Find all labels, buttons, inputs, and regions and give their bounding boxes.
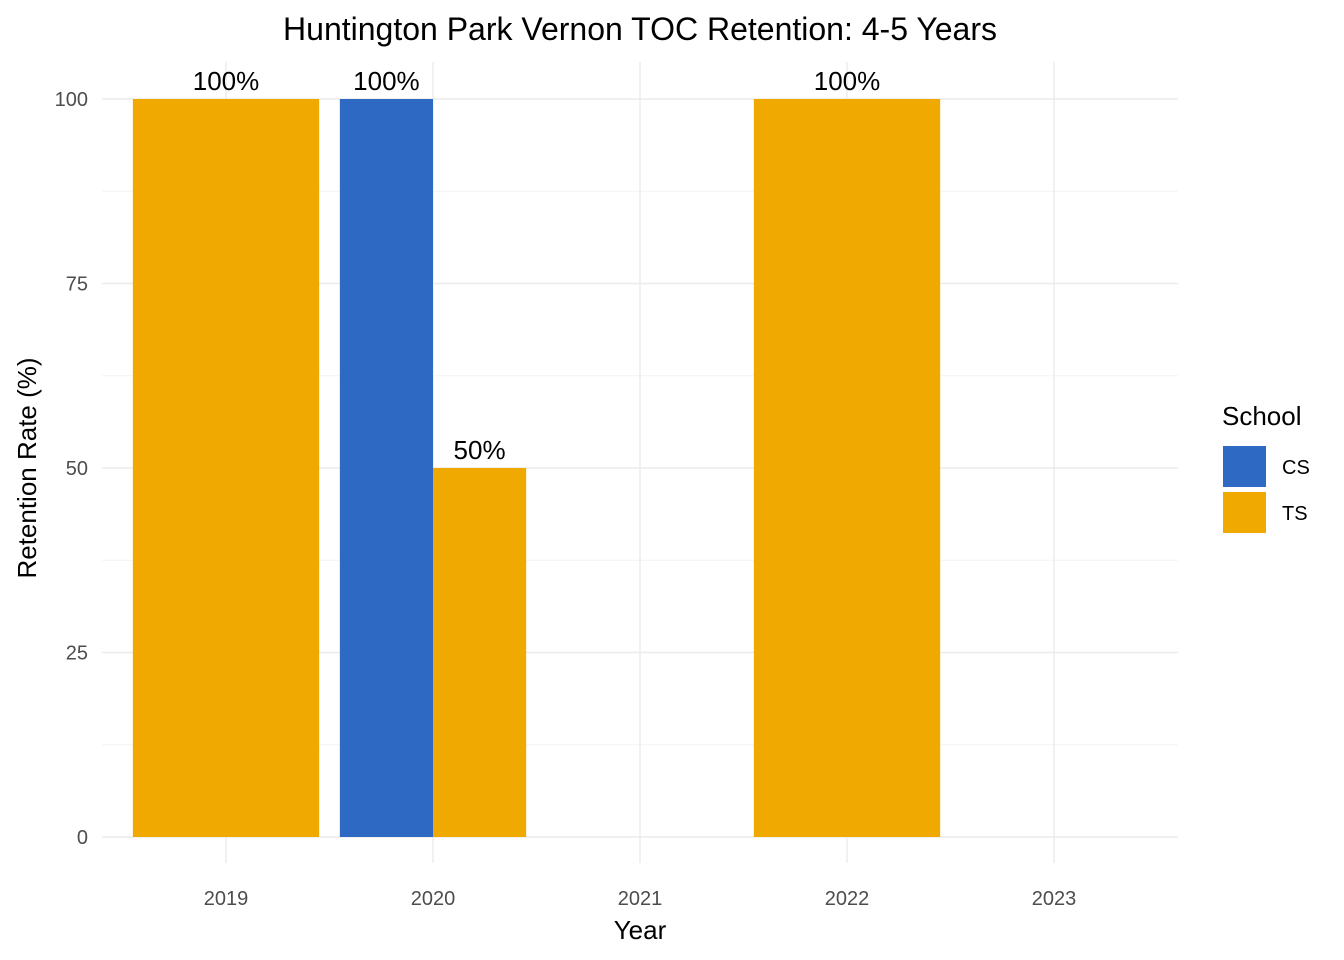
legend-items: CS TS	[1223, 446, 1310, 533]
data-label-ts-2019: 100%	[193, 66, 260, 96]
y-tick-label: 0	[77, 827, 88, 849]
legend-title: School	[1222, 401, 1302, 431]
x-tick-label: 2019	[204, 888, 249, 910]
chart-title: Huntington Park Vernon TOC Retention: 4-…	[283, 11, 997, 47]
data-label-ts-2020: 50%	[454, 435, 506, 465]
y-tick-label: 75	[66, 274, 88, 296]
legend-key-ts	[1223, 492, 1266, 533]
legend-key-cs	[1223, 446, 1266, 487]
x-axis-title: Year	[614, 915, 667, 945]
data-label-cs-2020: 100%	[353, 66, 420, 96]
bar-ts-2020	[433, 468, 527, 837]
x-tick-label: 2023	[1032, 888, 1077, 910]
x-axis-ticks: 2019 2020 2021 2022 2023	[204, 888, 1077, 910]
bar-cs-2020	[339, 99, 433, 837]
y-axis-ticks: 0 25 50 75 100	[55, 89, 88, 849]
x-tick-label: 2022	[825, 888, 870, 910]
bars-layer	[132, 99, 941, 837]
data-labels-layer: 100% 100% 50% 100%	[193, 66, 881, 465]
y-axis-title: Retention Rate (%)	[12, 357, 42, 578]
y-tick-label: 50	[66, 458, 88, 480]
legend: School CS TS	[1222, 401, 1310, 533]
x-tick-label: 2020	[411, 888, 456, 910]
legend-label-ts: TS	[1282, 503, 1308, 525]
y-tick-label: 100	[55, 89, 88, 111]
y-tick-label: 25	[66, 643, 88, 665]
bar-ts-2022	[753, 99, 941, 837]
data-label-ts-2022: 100%	[814, 66, 881, 96]
bar-ts-2019	[132, 99, 320, 837]
legend-label-cs: CS	[1282, 457, 1310, 479]
x-tick-label: 2021	[618, 888, 663, 910]
